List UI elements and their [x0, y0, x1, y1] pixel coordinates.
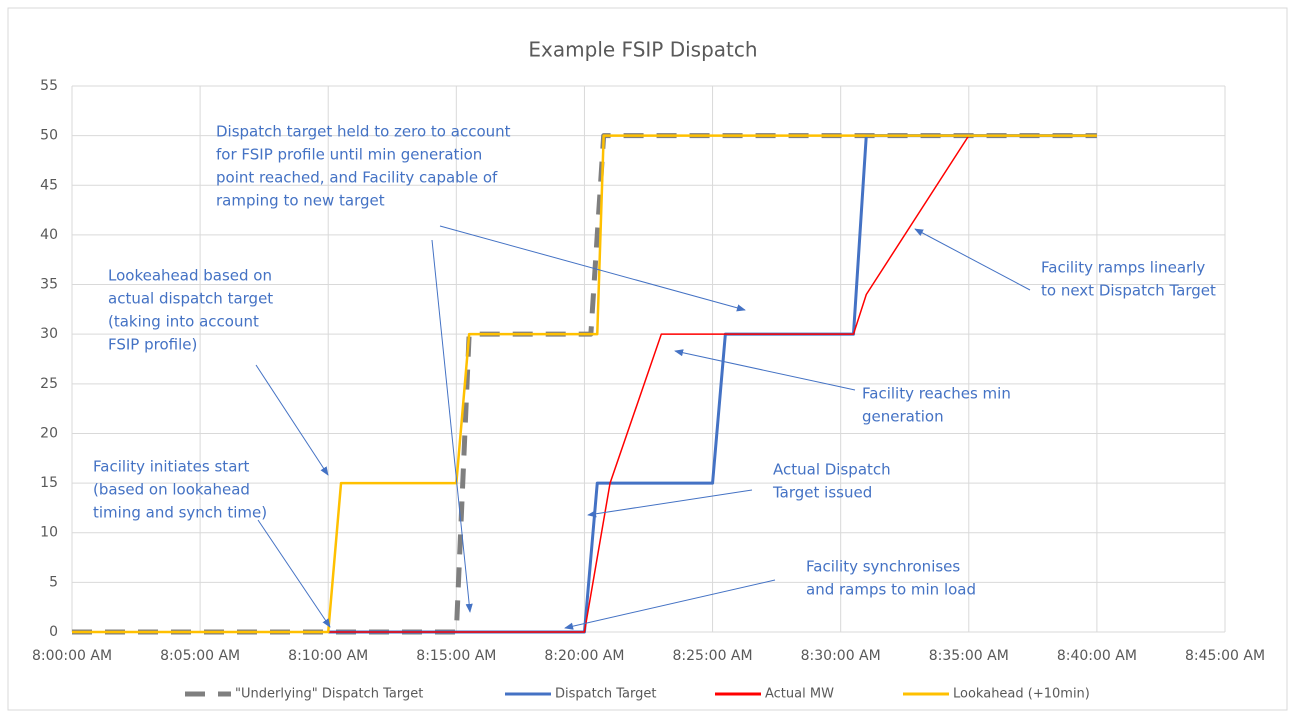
annotation: and ramps to min load — [806, 581, 976, 599]
x-tick-label: 8:30:00 AM — [801, 648, 881, 664]
annotation: (based on lookahead — [93, 481, 250, 499]
y-tick-label: 45 — [40, 177, 58, 193]
x-tick-label: 8:15:00 AM — [416, 648, 496, 664]
annotation: FSIP profile) — [108, 336, 197, 354]
arrow — [431, 239, 473, 613]
legend-label: Lookahead (+10min) — [953, 687, 1090, 702]
y-tick-label: 40 — [40, 227, 58, 243]
annotation-arrows — [255, 225, 1031, 630]
series-line — [72, 134, 1097, 634]
arrow — [564, 579, 776, 630]
arrow — [587, 489, 753, 518]
annotation: ramping to new target — [216, 192, 385, 210]
series-line — [328, 134, 1097, 633]
annotation: timing and synch time) — [93, 504, 267, 522]
annotation: to next Dispatch Target — [1041, 282, 1216, 300]
arrow — [257, 519, 331, 628]
legend-label: "Underlying" Dispatch Target — [235, 687, 423, 702]
y-tick-label: 30 — [40, 326, 58, 342]
y-tick-label: 55 — [40, 78, 58, 94]
y-tick-label: 0 — [49, 624, 58, 640]
x-tick-label: 8:35:00 AM — [929, 648, 1009, 664]
arrow — [439, 225, 746, 312]
annotation: for FSIP profile until min generation — [216, 146, 482, 164]
x-tick-label: 8:00:00 AM — [32, 648, 112, 664]
y-tick-label: 35 — [40, 277, 58, 293]
chart-title: Example FSIP Dispatch — [528, 38, 757, 62]
y-tick-label: 20 — [40, 425, 58, 441]
annotation: Lookeahead based on — [108, 267, 272, 285]
annotation: Facility initiates start — [93, 458, 250, 476]
annotation: Facility ramps linearly — [1041, 259, 1205, 277]
y-tick-label: 50 — [40, 128, 58, 144]
arrow — [674, 349, 856, 391]
annotation: Actual Dispatch — [773, 461, 891, 479]
legend-label: Actual MW — [765, 687, 834, 702]
annotation: generation — [862, 408, 944, 426]
x-tick-label: 8:40:00 AM — [1057, 648, 1137, 664]
annotation: (taking into account — [108, 313, 259, 331]
chart-frame — [7, 7, 1288, 711]
y-tick-label: 15 — [40, 475, 58, 491]
x-tick-label: 8:25:00 AM — [673, 648, 753, 664]
annotation: Facility reaches min — [862, 385, 1011, 403]
y-tick-label: 10 — [40, 525, 58, 541]
arrow — [255, 364, 329, 476]
x-tick-label: 8:10:00 AM — [288, 648, 368, 664]
annotation: Facility synchronises — [806, 558, 960, 576]
y-tick-label: 5 — [49, 574, 58, 590]
series-line — [328, 134, 1097, 634]
annotation: actual dispatch target — [108, 290, 273, 308]
x-tick-label: 8:05:00 AM — [160, 648, 240, 664]
annotation: Dispatch target held to zero to account — [216, 123, 511, 141]
y-tick-label: 25 — [40, 376, 58, 392]
arrow — [914, 228, 1031, 291]
legend-label: Dispatch Target — [555, 687, 656, 702]
x-tick-label: 8:45:00 AM — [1185, 648, 1265, 664]
annotation: point reached, and Facility capable of — [216, 169, 498, 187]
x-tick-label: 8:20:00 AM — [544, 648, 624, 664]
annotation: Target issued — [772, 484, 872, 502]
